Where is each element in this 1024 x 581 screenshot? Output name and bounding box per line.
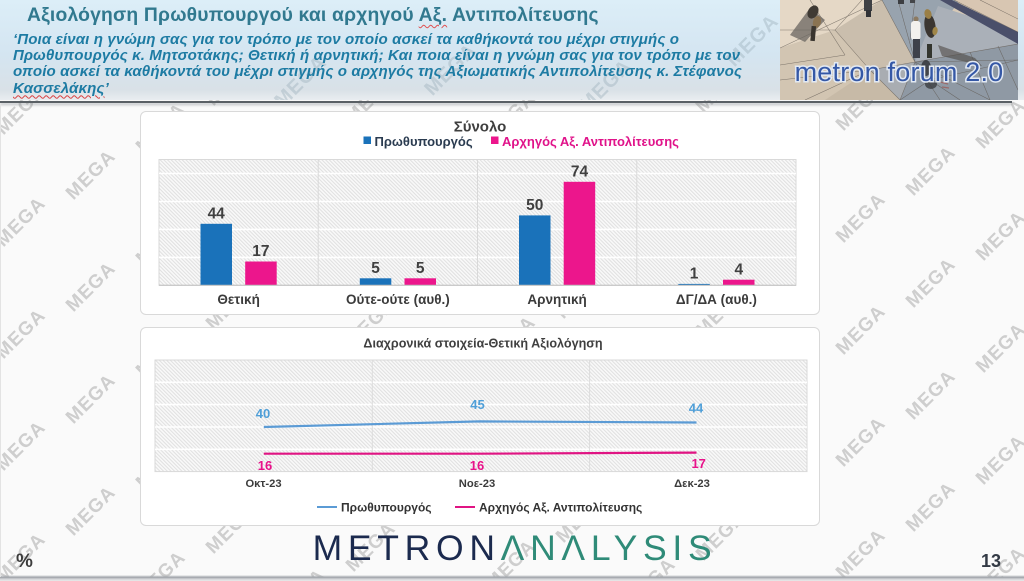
svg-text:45: 45 [470, 397, 484, 412]
svg-text:44: 44 [689, 401, 704, 416]
svg-text:MEGA: MEGA [972, 319, 1024, 377]
svg-text:MEGA: MEGA [0, 417, 50, 475]
svg-text:MEGA: MEGA [832, 413, 890, 471]
svg-text:16: 16 [470, 458, 484, 473]
svg-text:74: 74 [571, 164, 589, 181]
svg-text:MEGA: MEGA [902, 254, 960, 312]
svg-text:MEGA: MEGA [972, 95, 1024, 153]
svg-text:1: 1 [690, 266, 699, 283]
svg-text:5: 5 [371, 260, 380, 277]
svg-text:Νοε-23: Νοε-23 [459, 478, 495, 490]
svg-text:4: 4 [734, 261, 743, 278]
svg-text:MEGA: MEGA [62, 146, 120, 204]
svg-text:44: 44 [208, 206, 226, 223]
svg-text:17: 17 [252, 243, 269, 260]
svg-text:MEGA: MEGA [62, 370, 120, 428]
svg-text:Πρωθυπουργός: Πρωθυπουργός [375, 134, 473, 149]
svg-text:Ούτε-ούτε (αυθ.): Ούτε-ούτε (αυθ.) [346, 292, 450, 307]
svg-text:Οκτ-23: Οκτ-23 [245, 478, 281, 490]
svg-text:MEGA: MEGA [972, 207, 1024, 265]
svg-text:16: 16 [258, 458, 272, 473]
svg-text:MEGA: MEGA [62, 258, 120, 316]
svg-text:Σύνολο: Σύνολο [454, 119, 507, 136]
svg-text:40: 40 [256, 406, 270, 421]
svg-text:MEGA: MEGA [832, 301, 890, 359]
svg-text:Θετική: Θετική [217, 292, 259, 307]
svg-text:50: 50 [526, 197, 543, 214]
svg-text:MEGA: MEGA [972, 431, 1024, 489]
svg-text:MEGA: MEGA [832, 189, 890, 247]
svg-text:Πρωθυπουργός: Πρωθυπουργός [341, 501, 432, 515]
svg-text:ΔΓ/ΔΑ (αυθ.): ΔΓ/ΔΑ (αυθ.) [676, 292, 757, 307]
svg-text:MEGA: MEGA [0, 305, 50, 363]
svg-text:Αρχηγός Αξ. Αντιπολίτευσης: Αρχηγός Αξ. Αντιπολίτευσης [479, 501, 642, 515]
svg-text:MEGA: MEGA [0, 193, 50, 251]
svg-text:Αρνητική: Αρνητική [527, 292, 586, 307]
svg-text:metron forum 2.0: metron forum 2.0 [795, 57, 1004, 87]
svg-text:5: 5 [416, 260, 425, 277]
svg-text:Δεκ-23: Δεκ-23 [674, 478, 710, 490]
svg-text:17: 17 [691, 456, 705, 471]
svg-text:MEGA: MEGA [902, 366, 960, 424]
svg-text:Αρχηγός Αξ. Αντιπολίτευσης: Αρχηγός Αξ. Αντιπολίτευσης [502, 134, 679, 149]
svg-text:Διαχρονικά στοιχεία-Θετική Αξι: Διαχρονικά στοιχεία-Θετική Αξιολόγηση [363, 337, 602, 351]
svg-text:MEGA: MEGA [902, 142, 960, 200]
